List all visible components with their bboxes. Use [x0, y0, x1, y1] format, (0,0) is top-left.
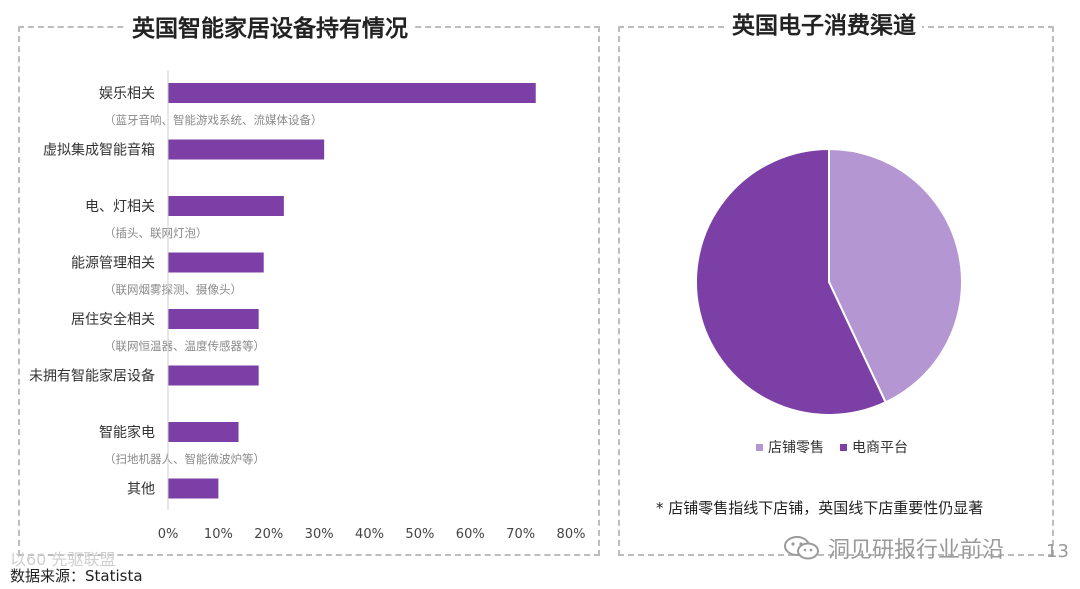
bar-7: [168, 478, 219, 499]
bar-3: [168, 252, 264, 273]
x-tick-label-0: 0%: [158, 527, 179, 542]
source-overlay-text: 以60 先驱联盟: [10, 550, 116, 569]
pie-legend: 店铺零售 电商平台: [756, 437, 908, 457]
x-tick-label-1: 10%: [204, 527, 233, 542]
pie-slice-0: [828, 147, 963, 404]
category-label-6: 智能家电: [99, 424, 155, 441]
category-label-3: 能源管理相关: [71, 256, 155, 272]
bar-2: [168, 196, 284, 216]
legend-label-ecommerce: 电商平台: [852, 440, 908, 456]
bar-6: [168, 422, 239, 442]
x-tick-label-7: 70%: [506, 527, 535, 542]
category-label-0: 娱乐相关: [99, 86, 155, 102]
footnote: * 店铺零售指线下店铺，英国线下店重要性仍显著: [656, 499, 984, 517]
bar-chart-title: 英国智能家居设备持有情况: [126, 9, 414, 43]
category-sublabel-4: （联网恒温器、温度传感器等）: [104, 339, 265, 353]
category-sublabel-2: （插头、联网灯泡）: [104, 226, 208, 240]
category-label-2: 电、灯相关: [85, 199, 155, 215]
category-label-7: 其他: [127, 482, 155, 498]
page-number: 13: [1046, 541, 1069, 562]
pie-chart-title: 英国电子消费渠道: [726, 6, 922, 40]
category-sublabel-6: （扫地机器人、智能微波炉等）: [104, 452, 265, 466]
wechat-icon: [784, 536, 819, 560]
x-tick-label-2: 20%: [254, 527, 283, 542]
x-tick-label-4: 40%: [355, 527, 384, 542]
legend-label-store: 店铺零售: [768, 440, 824, 456]
bar-4: [168, 309, 259, 329]
data-source: 数据来源：Statista: [10, 567, 143, 585]
category-label-4: 居住安全相关: [71, 311, 155, 328]
x-tick-label-3: 30%: [305, 527, 334, 542]
x-tick-label-6: 60%: [456, 527, 485, 542]
category-label-1: 虚拟集成智能音箱: [43, 142, 155, 159]
bar-1: [168, 139, 325, 160]
bar-0: [168, 83, 536, 103]
category-sublabel-3: （联网烟雾探测、摄像头）: [104, 283, 242, 297]
legend-swatch-store: [756, 443, 763, 451]
watermark: 洞见研报行业前沿: [782, 532, 1004, 564]
legend-item-store: 店铺零售: [756, 437, 824, 457]
bar-5: [168, 365, 259, 386]
watermark-text: 洞见研报行业前沿: [828, 538, 1005, 563]
legend-item-ecommerce: 电商平台: [840, 437, 908, 457]
x-tick-label-5: 50%: [405, 527, 434, 542]
x-tick-label-8: 80%: [557, 527, 586, 542]
category-sublabel-0: （蓝牙音响、智能游戏系统、流媒体设备）: [104, 113, 323, 127]
legend-swatch-ecommerce: [840, 443, 847, 451]
pie-slice-1: [695, 147, 887, 416]
category-label-5: 未拥有智能家居设备: [29, 368, 155, 385]
